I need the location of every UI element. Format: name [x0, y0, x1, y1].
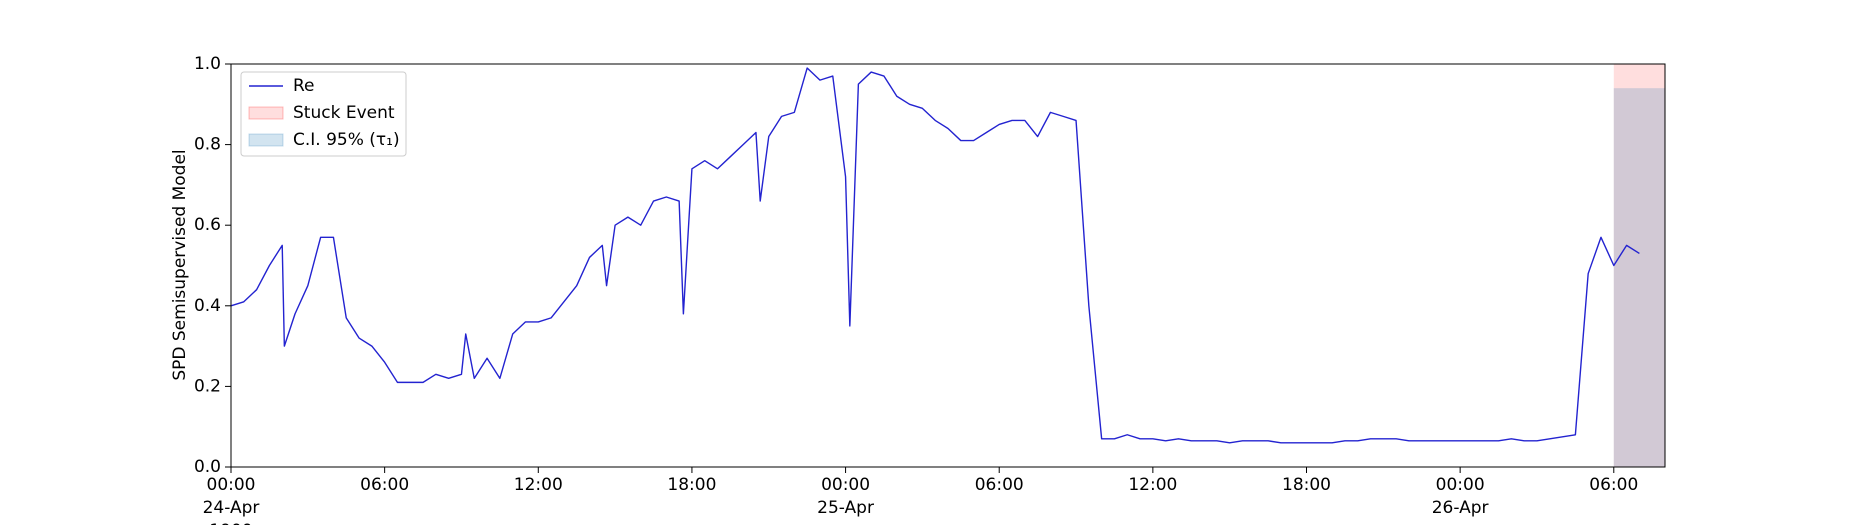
legend-box	[240, 71, 407, 157]
y-tick-label: 1.0	[194, 54, 221, 74]
x-tick-label: 06:00	[1589, 475, 1638, 495]
y-tick-label: 0.6	[194, 215, 221, 235]
y-tick-label: 0.4	[194, 296, 221, 316]
legend-patch	[248, 133, 284, 147]
x-tick-label: 00:00 25-Apr	[817, 475, 874, 518]
legend-label: Re	[293, 76, 315, 96]
x-tick-label: 18:00	[667, 475, 716, 495]
y-tick-label: 0.2	[194, 376, 221, 396]
plot-frame	[230, 63, 1666, 468]
shaded-region	[1613, 64, 1665, 467]
x-tick-label: 18:00	[1282, 475, 1331, 495]
data-line	[230, 67, 1640, 444]
x-tick-label: 12:00	[514, 475, 563, 495]
x-tick-label: 12:00	[1128, 475, 1177, 495]
y-axis-label: SPD Semisupervised Model	[170, 149, 190, 380]
x-tick-label: 06:00	[360, 475, 409, 495]
legend-label: Stuck Event	[293, 103, 395, 123]
y-tick-label: 0.0	[194, 457, 221, 477]
legend-label: C.I. 95% (τ₁)	[293, 130, 400, 150]
x-tick-label: 00:00 26-Apr	[1432, 475, 1489, 518]
x-tick-label: 06:00	[975, 475, 1024, 495]
shaded-region	[1613, 88, 1665, 468]
y-tick-label: 0.8	[194, 135, 221, 155]
legend-patch	[248, 106, 284, 120]
